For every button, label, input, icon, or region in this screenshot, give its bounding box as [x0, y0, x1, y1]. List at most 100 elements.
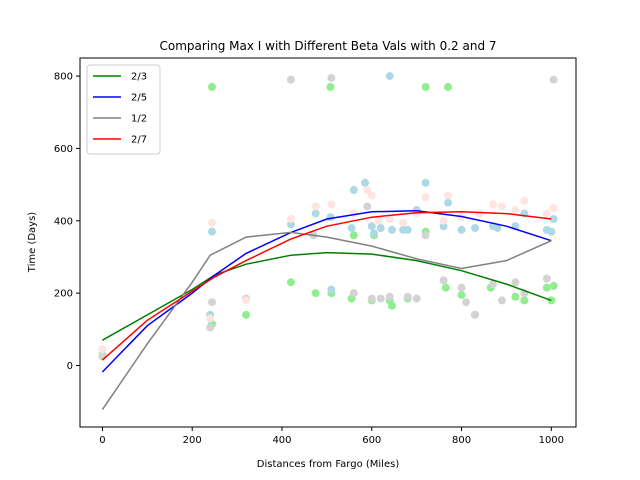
y-tick-label: 800	[54, 72, 73, 83]
scatter-point	[542, 283, 551, 292]
scatter-point	[549, 281, 558, 290]
y-axis-label: Time (Days)	[27, 212, 38, 274]
scatter-point	[444, 191, 453, 200]
scatter-point	[412, 294, 421, 303]
scatter-point	[457, 283, 466, 292]
x-tick-label: 1000	[539, 435, 564, 446]
line-layer	[101, 209, 552, 411]
y-axis: 0 200 400 600 800	[54, 72, 80, 372]
scatter-point	[206, 323, 215, 332]
legend-label: 2/7	[131, 135, 147, 146]
scatter-point	[439, 276, 448, 285]
scatter-point	[370, 229, 379, 238]
scatter-point	[367, 294, 376, 303]
scatter-point	[421, 193, 430, 202]
scatter-point	[488, 200, 497, 209]
scatter-point	[421, 82, 430, 91]
x-tick-label: 800	[452, 435, 471, 446]
scatter-point	[387, 225, 396, 234]
scatter-point	[385, 214, 394, 223]
scatter-point	[511, 292, 520, 301]
scatter-point	[549, 214, 558, 223]
legend: 2/3 2/5 1/2 2/7	[86, 64, 161, 155]
scatter-point	[444, 198, 453, 207]
x-axis-label: Distances from Fargo (Miles)	[257, 459, 400, 470]
scatter-point	[549, 75, 558, 84]
scatter-point	[363, 186, 372, 195]
scatter-point	[547, 227, 556, 236]
scatter-point	[311, 202, 320, 211]
scatter-point	[376, 224, 385, 233]
scatter-point	[457, 290, 466, 299]
scatter-point	[387, 301, 396, 310]
scatter-point	[441, 283, 450, 292]
scatter-point	[444, 82, 453, 91]
scatter-point	[347, 224, 356, 233]
scatter-point	[439, 216, 448, 225]
legend-label: 1/2	[131, 114, 147, 125]
scatter-point	[367, 191, 376, 200]
x-tick-label: 600	[362, 435, 381, 446]
scatter-point	[207, 82, 216, 91]
scatter-point	[403, 292, 412, 301]
scatter-point	[326, 213, 335, 222]
scatter-point	[385, 72, 394, 81]
scatter-point	[399, 218, 408, 227]
scatter-point	[462, 298, 471, 307]
chart-title: Comparing Max I with Different Beta Vals…	[159, 39, 496, 53]
scatter-point	[326, 82, 335, 91]
scatter-point	[363, 202, 372, 211]
scatter-point	[242, 310, 251, 319]
scatter-point	[497, 296, 506, 305]
series-line	[101, 209, 552, 373]
scatter-point	[349, 186, 358, 195]
scatter-point	[327, 73, 336, 82]
scatter-point	[511, 278, 520, 287]
scatter-point	[367, 222, 376, 231]
scatter-point	[520, 296, 529, 305]
scatter-point	[511, 205, 520, 214]
scatter-point	[542, 209, 551, 218]
scatter-point	[361, 178, 370, 187]
scatter-point	[207, 298, 216, 307]
y-tick-label: 0	[67, 361, 73, 372]
scatter-point	[549, 204, 558, 213]
scatter-layer	[98, 72, 558, 361]
legend-box	[86, 64, 161, 155]
legend-label: 2/3	[131, 72, 147, 83]
scatter-point	[547, 296, 556, 305]
scatter-point	[242, 296, 251, 305]
scatter-point	[311, 289, 320, 298]
y-tick-label: 200	[54, 289, 73, 300]
scatter-point	[207, 218, 216, 227]
scatter-point	[327, 200, 336, 209]
scatter-point	[421, 178, 430, 187]
scatter-point	[475, 209, 484, 218]
scatter-point	[349, 289, 358, 298]
scatter-point	[207, 227, 216, 236]
y-tick-label: 600	[54, 144, 73, 155]
scatter-point	[206, 314, 215, 323]
legend-label: 2/5	[131, 93, 147, 104]
x-axis: 0 200 400 600 800 1000	[99, 427, 564, 446]
x-tick-label: 400	[272, 435, 291, 446]
x-tick-label: 0	[99, 435, 105, 446]
x-tick-label: 200	[183, 435, 202, 446]
scatter-point	[349, 231, 358, 240]
scatter-point	[457, 225, 466, 234]
scatter-point	[286, 75, 295, 84]
scatter-point	[403, 225, 412, 234]
scatter-point	[421, 231, 430, 240]
scatter-point	[471, 224, 480, 233]
scatter-point	[520, 196, 529, 205]
series-line	[101, 231, 552, 411]
y-tick-label: 400	[54, 216, 73, 227]
scatter-point	[471, 310, 480, 319]
scatter-point	[286, 278, 295, 287]
scatter-point	[497, 202, 506, 211]
scatter-point	[376, 294, 385, 303]
scatter-point	[311, 209, 320, 218]
scatter-point	[385, 292, 394, 301]
scatter-point	[286, 214, 295, 223]
